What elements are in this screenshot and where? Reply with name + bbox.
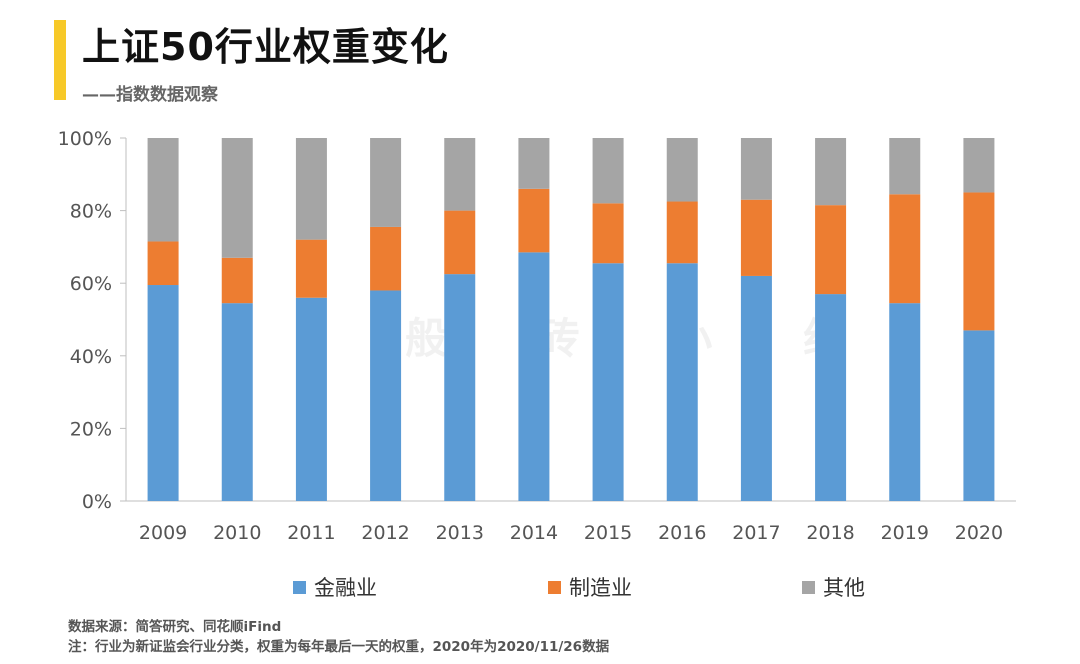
bar-2016-制造业 bbox=[666, 201, 698, 264]
bar-2013-金融业 bbox=[444, 274, 476, 501]
bar-2011-金融业 bbox=[295, 297, 327, 501]
y-tick-label: 0% bbox=[82, 491, 112, 513]
bar-2012-制造业 bbox=[370, 226, 402, 291]
bar-2020-其他 bbox=[963, 138, 995, 193]
bar-2009-其他 bbox=[147, 138, 179, 242]
title-accent-bar bbox=[54, 20, 66, 100]
legend-label: 其他 bbox=[823, 576, 865, 600]
bar-2013-其他 bbox=[444, 138, 476, 211]
x-tick-label: 2018 bbox=[806, 522, 854, 544]
legend-label: 金融业 bbox=[314, 576, 377, 600]
bar-2010-金融业 bbox=[221, 303, 253, 501]
bar-2017-制造业 bbox=[740, 199, 772, 276]
bar-2011-制造业 bbox=[295, 239, 327, 298]
bar-2015-制造业 bbox=[592, 203, 624, 264]
bar-2009-制造业 bbox=[147, 241, 179, 286]
x-tick-label: 2013 bbox=[436, 522, 484, 544]
bar-2014-其他 bbox=[518, 138, 550, 189]
legend-item: 其他 bbox=[802, 572, 865, 602]
legend-swatch bbox=[293, 580, 306, 594]
page-title: 上证50行业权重变化 bbox=[82, 25, 449, 69]
x-tick-label: 2016 bbox=[658, 522, 706, 544]
bar-2017-其他 bbox=[740, 138, 772, 200]
y-tick-label: 80% bbox=[70, 201, 112, 223]
footnote: 注：行业为新证监会行业分类，权重为每年最后一天的权重，2020年为2020/11… bbox=[68, 639, 610, 655]
bar-2015-其他 bbox=[592, 138, 624, 204]
y-tick-label: 20% bbox=[70, 418, 112, 440]
legend-item: 金融业 bbox=[293, 572, 377, 602]
x-tick-label: 2020 bbox=[955, 522, 1003, 544]
bar-2013-制造业 bbox=[444, 210, 476, 275]
legend-label: 制造业 bbox=[569, 576, 632, 600]
legend-swatch bbox=[548, 580, 561, 594]
bar-2017-金融业 bbox=[740, 275, 772, 501]
bar-2010-制造业 bbox=[221, 257, 253, 304]
x-tick-label: 2015 bbox=[584, 522, 632, 544]
bar-2018-制造业 bbox=[815, 205, 847, 295]
source-note: 数据来源：简答研究、同花顺iFind bbox=[68, 619, 282, 635]
x-tick-label: 2010 bbox=[213, 522, 261, 544]
bar-2012-其他 bbox=[370, 138, 402, 227]
x-tick-label: 2019 bbox=[881, 522, 929, 544]
bar-2010-其他 bbox=[221, 138, 253, 258]
y-tick-label: 40% bbox=[70, 346, 112, 368]
bar-2014-制造业 bbox=[518, 188, 550, 253]
legend-swatch bbox=[802, 580, 815, 594]
y-tick-label: 100% bbox=[58, 128, 112, 150]
page-subtitle: ——指数数据观察 bbox=[82, 85, 218, 105]
bar-2018-其他 bbox=[815, 138, 847, 206]
x-tick-label: 2017 bbox=[732, 522, 780, 544]
bar-2016-金融业 bbox=[666, 263, 698, 501]
bar-2016-其他 bbox=[666, 138, 698, 202]
bar-2018-金融业 bbox=[815, 294, 847, 501]
bar-2015-金融业 bbox=[592, 263, 624, 501]
x-tick-label: 2011 bbox=[287, 522, 335, 544]
bar-2012-金融业 bbox=[370, 290, 402, 501]
bar-2019-金融业 bbox=[889, 303, 921, 501]
bar-2019-制造业 bbox=[889, 194, 921, 304]
legend-item: 制造业 bbox=[548, 572, 632, 602]
x-tick-label: 2009 bbox=[139, 522, 187, 544]
bar-2014-金融业 bbox=[518, 252, 550, 501]
x-tick-label: 2012 bbox=[361, 522, 409, 544]
bar-2020-金融业 bbox=[963, 330, 995, 501]
chart-notes: 数据来源：简答研究、同花顺iFind 注：行业为新证监会行业分类，权重为每年最后… bbox=[68, 617, 609, 657]
y-tick-label: 60% bbox=[70, 273, 112, 295]
x-tick-label: 2014 bbox=[510, 522, 558, 544]
bar-2011-其他 bbox=[295, 138, 327, 240]
chart-legend: 金融业 制造业 其他 bbox=[0, 572, 1080, 602]
bar-2009-金融业 bbox=[147, 285, 179, 501]
bar-2020-制造业 bbox=[963, 192, 995, 331]
bar-2019-其他 bbox=[889, 138, 921, 195]
